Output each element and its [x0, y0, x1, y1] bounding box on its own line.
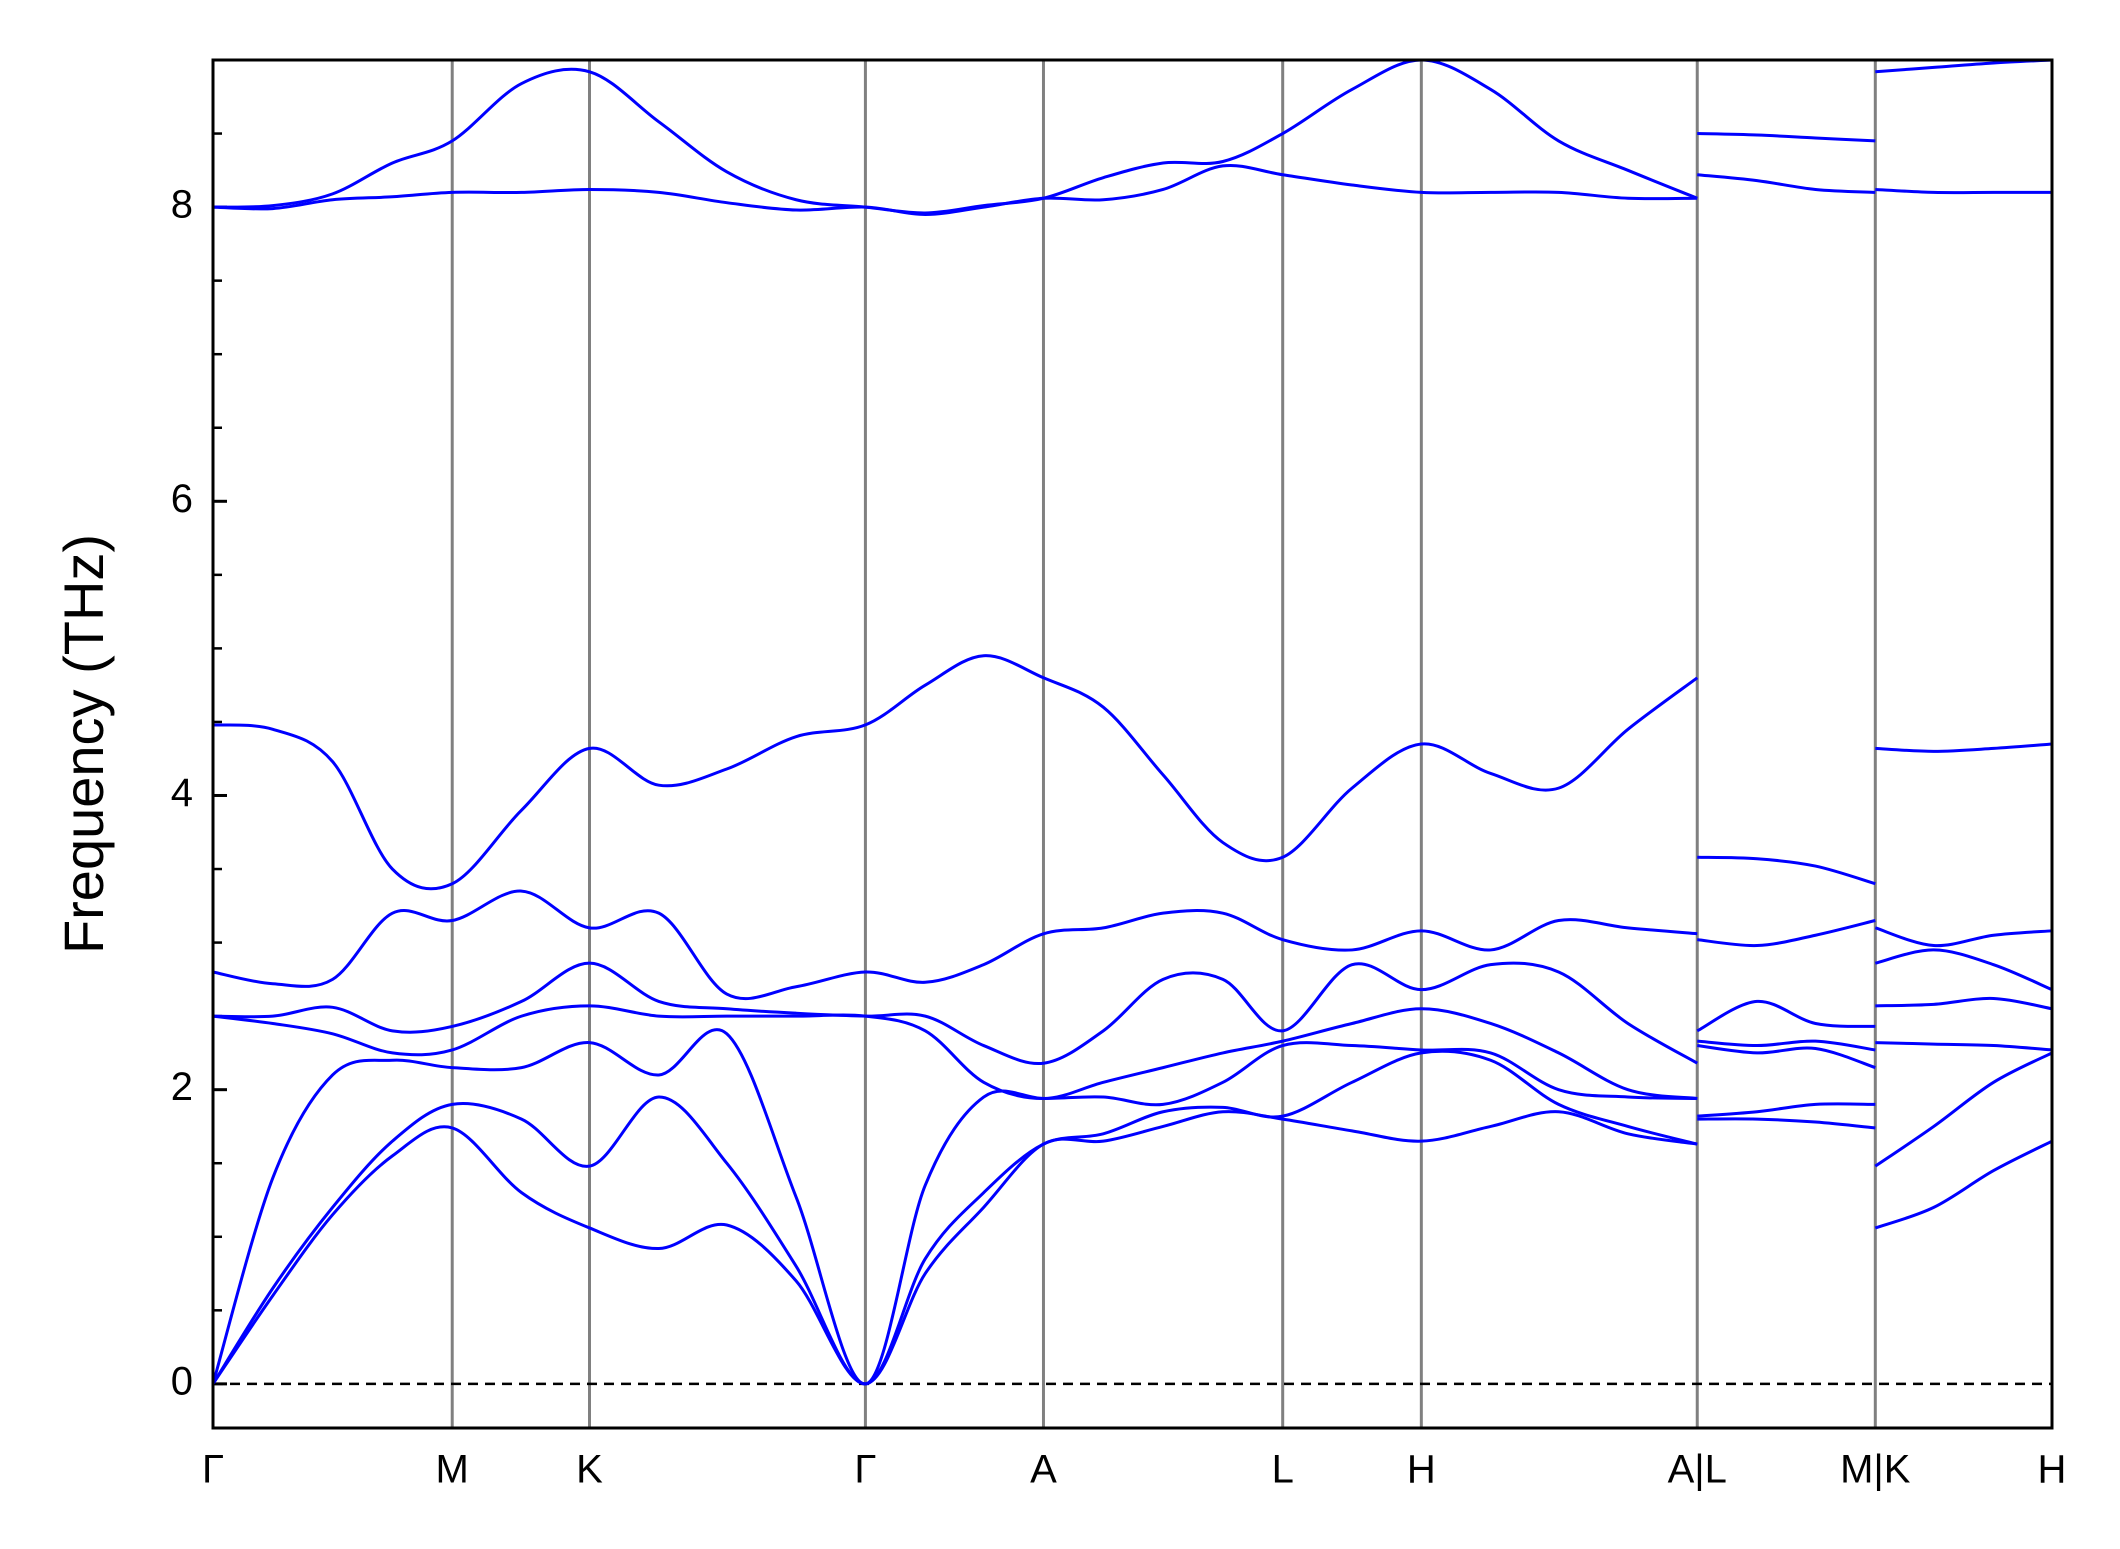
y-tick-label: 2	[171, 1065, 193, 1109]
band-line	[212, 996, 2053, 1101]
x-tick-label: Γ	[202, 1448, 224, 1492]
band-line	[212, 948, 2053, 1065]
band-line	[212, 58, 2053, 215]
band-line	[211, 1110, 2053, 1386]
x-tick-label: H	[2038, 1448, 2067, 1492]
y-tick-label: 4	[171, 771, 193, 815]
x-tick-label: M	[436, 1448, 469, 1492]
band-line	[212, 889, 2053, 1001]
x-tick-label: L	[1272, 1448, 1294, 1492]
y-tick-label: 0	[171, 1359, 193, 1403]
y-axis-label: Frequency (THz)	[52, 534, 115, 954]
x-tick-label: K	[576, 1448, 603, 1492]
plot-frame	[211, 58, 2054, 1430]
x-tick-label: H	[1407, 1448, 1436, 1492]
x-tick-label: M|K	[1840, 1448, 1911, 1492]
band-line	[212, 654, 2053, 891]
x-tick-label: A	[1030, 1448, 1057, 1492]
x-tick-label: A|L	[1668, 1448, 1727, 1492]
band-line	[211, 1049, 2053, 1386]
x-tick-label: Γ	[854, 1448, 876, 1492]
y-tick-label: 8	[171, 183, 193, 227]
band-line	[212, 163, 2052, 216]
y-tick-label: 6	[171, 477, 193, 521]
band-line	[211, 1028, 2053, 1386]
